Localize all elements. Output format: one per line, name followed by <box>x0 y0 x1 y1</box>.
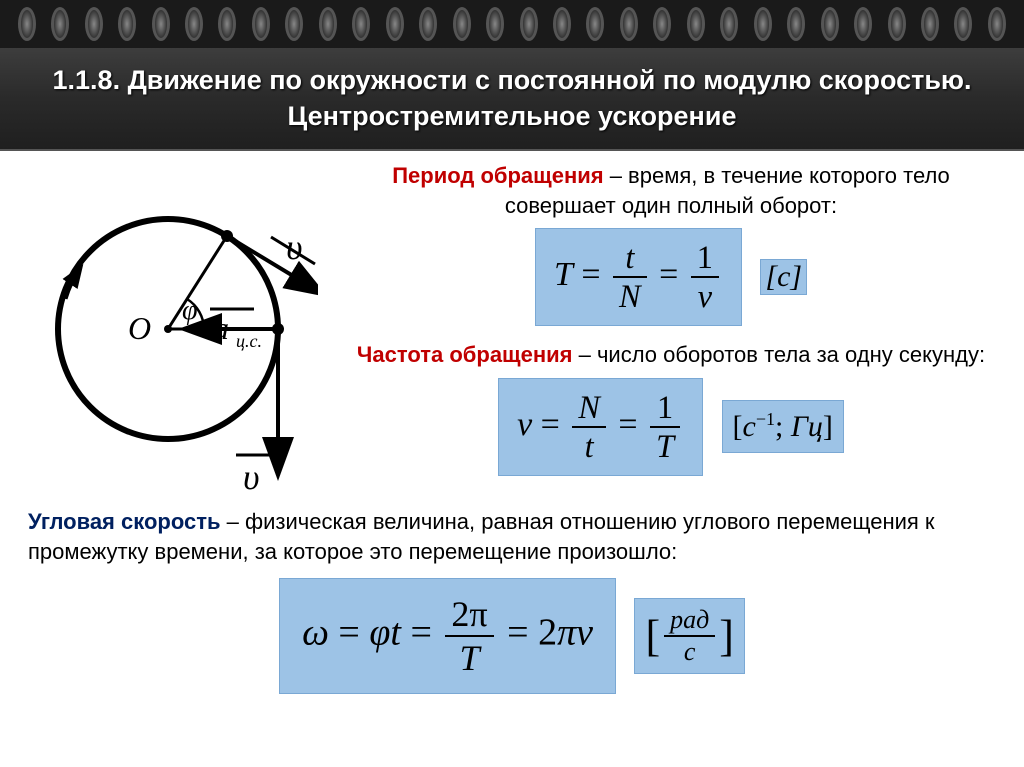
svg-text:O: O <box>128 310 151 346</box>
binding-ring <box>553 7 571 41</box>
content-area: O φ υ a ц.с. <box>0 151 1024 718</box>
circle-diagram: O φ υ a ц.с. <box>18 169 318 499</box>
binding-ring <box>51 7 69 41</box>
angular-term: Угловая скорость <box>28 509 221 534</box>
eq-sign: = <box>618 406 637 443</box>
binding-ring <box>252 7 270 41</box>
binding-ring <box>988 7 1006 41</box>
angular-p3: 2πν <box>538 612 593 654</box>
binding-ring <box>854 7 872 41</box>
page-title: 1.1.8. Движение по окружности с постоянн… <box>30 62 994 135</box>
eq-sign: = <box>659 256 678 293</box>
angular-frac: 2πT <box>445 593 493 679</box>
freq-frac1: Nt <box>572 389 606 465</box>
period-lhs: T <box>554 256 573 293</box>
binding-ring <box>620 7 638 41</box>
binding-ring <box>218 7 236 41</box>
eq-sign: = <box>581 256 600 293</box>
eq-sign: = <box>338 612 359 654</box>
eq-sign: = <box>410 612 431 654</box>
angular-formula: ω = φt = 2πT = 2πν <box>279 578 616 694</box>
freq-lhs: ν <box>517 406 532 443</box>
frequency-definition: Частота обращения – число оборотов тела … <box>336 340 1006 370</box>
binding-ring <box>118 7 136 41</box>
frequency-rest: – число оборотов тела за одну секунду: <box>573 342 986 367</box>
binding-ring <box>152 7 170 41</box>
frequency-unit: [c−1; Гц] <box>722 400 844 453</box>
binding-ring <box>687 7 705 41</box>
binding-ring <box>453 7 471 41</box>
binding-ring <box>787 7 805 41</box>
svg-text:ц.с.: ц.с. <box>236 331 262 351</box>
svg-text:υ: υ <box>243 457 260 497</box>
binding-ring <box>419 7 437 41</box>
top-row: O φ υ a ц.с. <box>18 161 1006 499</box>
binding-ring <box>888 7 906 41</box>
svg-text:φ: φ <box>182 295 198 326</box>
binding-ring <box>921 7 939 41</box>
binding-ring <box>185 7 203 41</box>
binding-ring <box>18 7 36 41</box>
freq-frac2: 1T <box>650 389 680 465</box>
eq-sign: = <box>541 406 560 443</box>
binding-ring <box>520 7 538 41</box>
binding-ring <box>486 7 504 41</box>
period-formula: T = tN = 1ν <box>535 228 742 326</box>
definitions-column: Период обращения – время, в течение кото… <box>336 161 1006 490</box>
angular-definition: Угловая скорость – физическая величина, … <box>18 499 1006 572</box>
binding-ring <box>352 7 370 41</box>
binding-ring <box>586 7 604 41</box>
spiral-binding <box>0 0 1024 48</box>
frequency-formula-row: ν = Nt = 1T [c−1; Гц] <box>336 378 1006 476</box>
frequency-term: Частота обращения <box>357 342 573 367</box>
period-frac1: tN <box>613 239 647 315</box>
diagram-column: O φ υ a ц.с. <box>18 161 318 499</box>
angular-lhs: ω <box>302 612 329 654</box>
frequency-formula: ν = Nt = 1T <box>498 378 703 476</box>
angular-p1: φt <box>369 612 401 654</box>
title-bar: 1.1.8. Движение по окружности с постоянн… <box>0 48 1024 151</box>
binding-ring <box>754 7 772 41</box>
binding-ring <box>821 7 839 41</box>
period-unit: [c] <box>760 259 807 295</box>
binding-ring <box>285 7 303 41</box>
period-definition: Период обращения – время, в течение кото… <box>336 161 1006 220</box>
svg-text:υ: υ <box>286 227 303 267</box>
binding-ring <box>653 7 671 41</box>
binding-ring <box>85 7 103 41</box>
eq-sign: = <box>507 612 528 654</box>
binding-ring <box>319 7 337 41</box>
angular-unit: [радс] <box>634 598 744 674</box>
binding-ring <box>386 7 404 41</box>
svg-text:a: a <box>213 310 229 346</box>
binding-ring <box>720 7 738 41</box>
binding-ring <box>954 7 972 41</box>
angular-formula-row: ω = φt = 2πT = 2πν [радс] <box>18 578 1006 694</box>
period-frac2: 1ν <box>691 239 719 315</box>
period-term: Период обращения <box>392 163 603 188</box>
period-formula-row: T = tN = 1ν [c] <box>336 228 1006 326</box>
